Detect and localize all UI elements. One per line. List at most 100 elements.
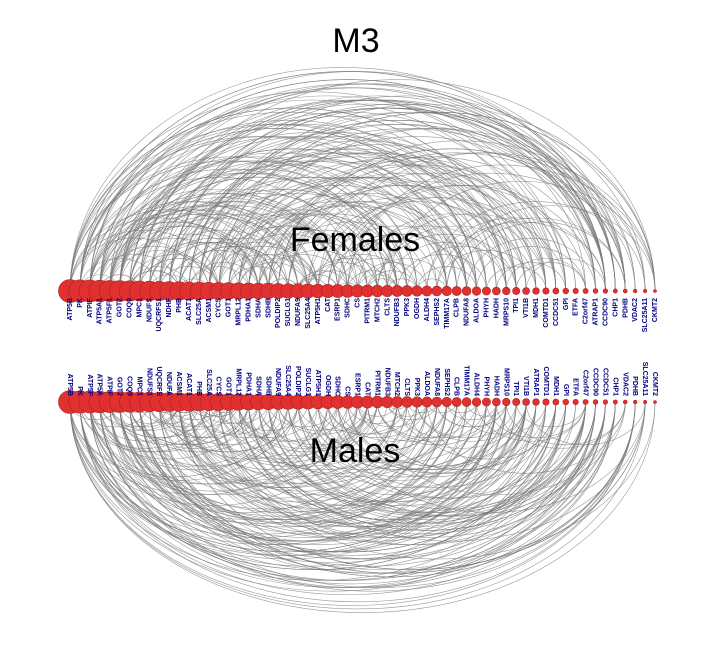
edge-arc bbox=[287, 172, 576, 292]
gene-node bbox=[572, 287, 579, 295]
gene-label: ATP5H1 bbox=[314, 370, 321, 396]
edge-arc bbox=[79, 401, 636, 602]
edge-arc bbox=[377, 401, 477, 438]
gene-label: POLDIP2 bbox=[275, 298, 282, 328]
gene-label: SDHA bbox=[254, 376, 261, 396]
gene-label: NDUFA bbox=[165, 372, 172, 396]
gene-node bbox=[532, 398, 540, 406]
edge-arc bbox=[515, 262, 586, 292]
edge-arc bbox=[119, 401, 438, 517]
edge-arc bbox=[158, 401, 259, 438]
edge-arc bbox=[347, 164, 656, 292]
edge-arc bbox=[386, 401, 438, 421]
edge-arc bbox=[287, 401, 596, 513]
edge-arc bbox=[476, 245, 586, 292]
edge-arc bbox=[188, 120, 606, 292]
edge-arc bbox=[89, 401, 428, 524]
edge-arc bbox=[297, 401, 378, 431]
edge-arc bbox=[238, 156, 567, 292]
edge-arc bbox=[89, 160, 408, 292]
edge-arc bbox=[69, 217, 249, 292]
edge-arc bbox=[168, 401, 239, 428]
edge-arc bbox=[119, 189, 368, 292]
edge-arc bbox=[188, 401, 497, 513]
gene-label: PPK3 bbox=[404, 298, 411, 316]
gene-label: ATRAP1 bbox=[593, 298, 600, 326]
gene-label: MPC1 bbox=[135, 377, 142, 397]
edge-arc bbox=[307, 258, 388, 292]
gene-node bbox=[572, 398, 579, 406]
edge-arc bbox=[426, 401, 626, 474]
gene-label: TIMM17A bbox=[463, 365, 470, 396]
gene-node bbox=[482, 286, 491, 296]
gene-label: VTI1B bbox=[523, 298, 530, 318]
gene-label: CYCS bbox=[216, 298, 223, 318]
gene-node bbox=[602, 288, 608, 294]
gene-label: CYCS bbox=[215, 377, 222, 397]
gene-label: GOT2 bbox=[117, 298, 124, 317]
edge-arc bbox=[178, 148, 527, 292]
edge-arc bbox=[158, 401, 438, 502]
gene-label: ATP5B bbox=[66, 374, 73, 396]
edge-arc bbox=[337, 401, 646, 513]
gene-node bbox=[562, 398, 569, 406]
gene-label: SUCLG1 bbox=[304, 368, 311, 397]
edge-arc bbox=[208, 246, 319, 292]
edge-arc bbox=[69, 160, 388, 292]
gene-label: MTCH2 bbox=[374, 298, 381, 322]
edge-arc bbox=[218, 401, 656, 560]
edge-arc bbox=[347, 401, 547, 474]
gene-label: MTCH2 bbox=[393, 372, 400, 396]
edge-arc bbox=[496, 262, 567, 292]
gene-label: SLC25A bbox=[196, 298, 203, 325]
gene-label: CS bbox=[344, 386, 351, 396]
gene-label: COQ9 bbox=[126, 298, 133, 318]
gene-label: ACAT1 bbox=[186, 298, 193, 321]
gene-label: MDH1 bbox=[552, 376, 559, 396]
edge-arc bbox=[139, 401, 487, 528]
edge-arc bbox=[238, 401, 586, 528]
edge-arc bbox=[406, 246, 517, 292]
gene-label: GPI bbox=[563, 298, 570, 310]
edge-arc bbox=[188, 401, 398, 478]
edge-arc bbox=[139, 401, 557, 553]
edge-arc bbox=[89, 71, 626, 292]
edge-arc bbox=[248, 401, 586, 524]
edge-arc bbox=[317, 152, 656, 292]
edge-arc bbox=[426, 201, 646, 292]
edge-arc bbox=[307, 270, 358, 292]
gene-node bbox=[451, 286, 462, 296]
edge-arc bbox=[149, 99, 616, 292]
gene-label: UQCRFS1 bbox=[156, 298, 163, 332]
gene-node bbox=[622, 288, 628, 294]
gene-label: ATP5A1 bbox=[97, 298, 104, 324]
edge-arc bbox=[307, 201, 527, 292]
gene-node bbox=[532, 287, 540, 295]
edge-arc bbox=[277, 185, 537, 292]
edge-arc bbox=[446, 401, 497, 421]
gene-label: ATP5F1 bbox=[107, 298, 114, 324]
edge-arc bbox=[238, 213, 428, 292]
edge-arc bbox=[109, 172, 398, 292]
gene-node bbox=[482, 397, 491, 407]
edge-arc bbox=[377, 213, 567, 292]
gene-label: SLC25A11 bbox=[641, 362, 648, 396]
gene-label: COMTD1 bbox=[543, 298, 550, 328]
edge-arc bbox=[268, 401, 527, 496]
gene-label: NDUFA9 bbox=[295, 298, 302, 326]
edge-arc bbox=[208, 401, 269, 424]
gene-label: NDUFB3 bbox=[394, 298, 401, 326]
gene-node bbox=[381, 284, 394, 298]
gene-label: PK bbox=[77, 298, 84, 308]
edge-arc bbox=[515, 401, 586, 428]
edge-arc bbox=[139, 258, 220, 292]
males-edges bbox=[69, 401, 656, 613]
edge-arc bbox=[456, 401, 547, 435]
edge-arc bbox=[396, 401, 527, 449]
edge-arc bbox=[297, 401, 596, 510]
gene-label: GOT1 bbox=[226, 298, 233, 317]
gene-label: CHP1 bbox=[612, 298, 619, 317]
gene-node bbox=[582, 288, 589, 294]
edge-arc bbox=[149, 401, 229, 431]
edge-arc bbox=[168, 401, 477, 513]
